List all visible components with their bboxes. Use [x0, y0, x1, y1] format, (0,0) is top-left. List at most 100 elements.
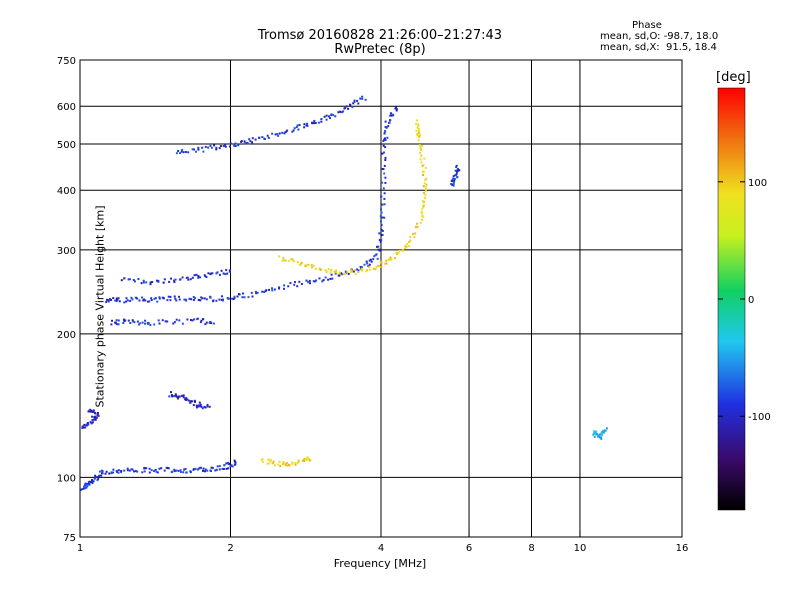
- data-point: [94, 418, 97, 421]
- data-point: [179, 471, 182, 473]
- data-point: [388, 121, 391, 124]
- data-point: [261, 290, 264, 293]
- data-point: [86, 485, 89, 488]
- data-point: [377, 248, 380, 251]
- data-point: [195, 404, 198, 407]
- data-point: [174, 297, 177, 300]
- data-point: [234, 142, 237, 145]
- x-tick-label: 10: [574, 543, 587, 554]
- data-point: [209, 144, 212, 147]
- data-point: [173, 295, 176, 298]
- data-point: [104, 472, 107, 475]
- data-point: [201, 297, 204, 300]
- data-point: [241, 296, 244, 299]
- data-point: [379, 240, 382, 243]
- data-point: [130, 468, 133, 471]
- data-point: [377, 245, 380, 248]
- data-point: [170, 391, 172, 394]
- data-point: [178, 395, 181, 398]
- data-point: [282, 461, 285, 464]
- data-point: [278, 286, 281, 289]
- data-point: [300, 283, 303, 285]
- data-point: [385, 259, 388, 262]
- data-point: [265, 289, 268, 292]
- data-point: [311, 266, 313, 269]
- data-point: [381, 152, 384, 155]
- data-point: [395, 109, 398, 112]
- data-point: [297, 459, 300, 462]
- data-point: [419, 151, 422, 154]
- data-point: [87, 410, 90, 413]
- data-point: [353, 99, 356, 102]
- data-point: [452, 175, 455, 178]
- data-point: [382, 187, 385, 190]
- data-point: [416, 226, 419, 229]
- data-point: [361, 97, 364, 100]
- data-point: [380, 239, 383, 242]
- colorbar-unit: [deg]: [716, 70, 751, 85]
- data-point: [404, 247, 407, 250]
- colorbar-tick-label: 0: [748, 295, 754, 306]
- data-point: [173, 468, 176, 471]
- data-point: [261, 136, 264, 138]
- data-point: [190, 319, 192, 321]
- data-point: [359, 97, 362, 100]
- data-point: [389, 119, 392, 122]
- data-point: [329, 271, 332, 274]
- data-point: [189, 471, 192, 474]
- data-point: [156, 300, 159, 303]
- data-point: [303, 123, 306, 126]
- data-point: [215, 468, 218, 471]
- data-point: [351, 106, 354, 109]
- data-point: [147, 321, 150, 324]
- data-point: [395, 108, 398, 111]
- data-point: [156, 471, 159, 474]
- data-point: [83, 423, 86, 426]
- y-tick-label: 75: [63, 533, 76, 544]
- data-point: [273, 288, 276, 291]
- data-point: [292, 129, 295, 132]
- data-point: [344, 270, 347, 273]
- data-point: [383, 203, 386, 206]
- data-point: [203, 297, 206, 300]
- data-point: [278, 460, 281, 463]
- data-point: [191, 276, 194, 279]
- data-point: [451, 180, 454, 183]
- data-point: [189, 278, 192, 281]
- data-point: [405, 245, 408, 248]
- data-point: [420, 154, 423, 157]
- data-point: [129, 322, 132, 324]
- data-point: [182, 151, 185, 154]
- data-point: [305, 279, 308, 282]
- data-point: [82, 426, 85, 429]
- data-point: [204, 323, 207, 326]
- colorbar-tick-label: 100: [748, 178, 767, 189]
- data-point: [354, 269, 357, 272]
- data-point: [180, 394, 183, 397]
- x-tick-label: 16: [676, 543, 689, 554]
- data-point: [81, 488, 84, 490]
- data-point: [324, 276, 327, 279]
- data-point: [215, 299, 218, 302]
- data-point: [147, 300, 150, 303]
- plot-grid: [80, 60, 682, 537]
- data-point: [161, 296, 164, 299]
- phase-o-stats: mean, sd,O: -98.7, 18.0: [600, 31, 719, 42]
- data-point: [309, 282, 311, 285]
- data-point: [173, 395, 176, 398]
- data-point: [154, 297, 157, 300]
- data-point: [197, 276, 200, 279]
- data-point: [177, 469, 180, 472]
- data-point: [263, 137, 266, 140]
- data-point: [415, 119, 418, 122]
- data-point: [216, 465, 219, 468]
- data-point: [225, 462, 228, 465]
- data-point: [110, 323, 113, 326]
- data-point: [170, 277, 172, 280]
- data-point: [338, 274, 341, 277]
- x-tick-label: 8: [528, 543, 534, 554]
- data-point: [293, 283, 296, 286]
- data-point: [110, 471, 113, 474]
- data-point: [282, 463, 285, 466]
- data-point: [162, 281, 165, 284]
